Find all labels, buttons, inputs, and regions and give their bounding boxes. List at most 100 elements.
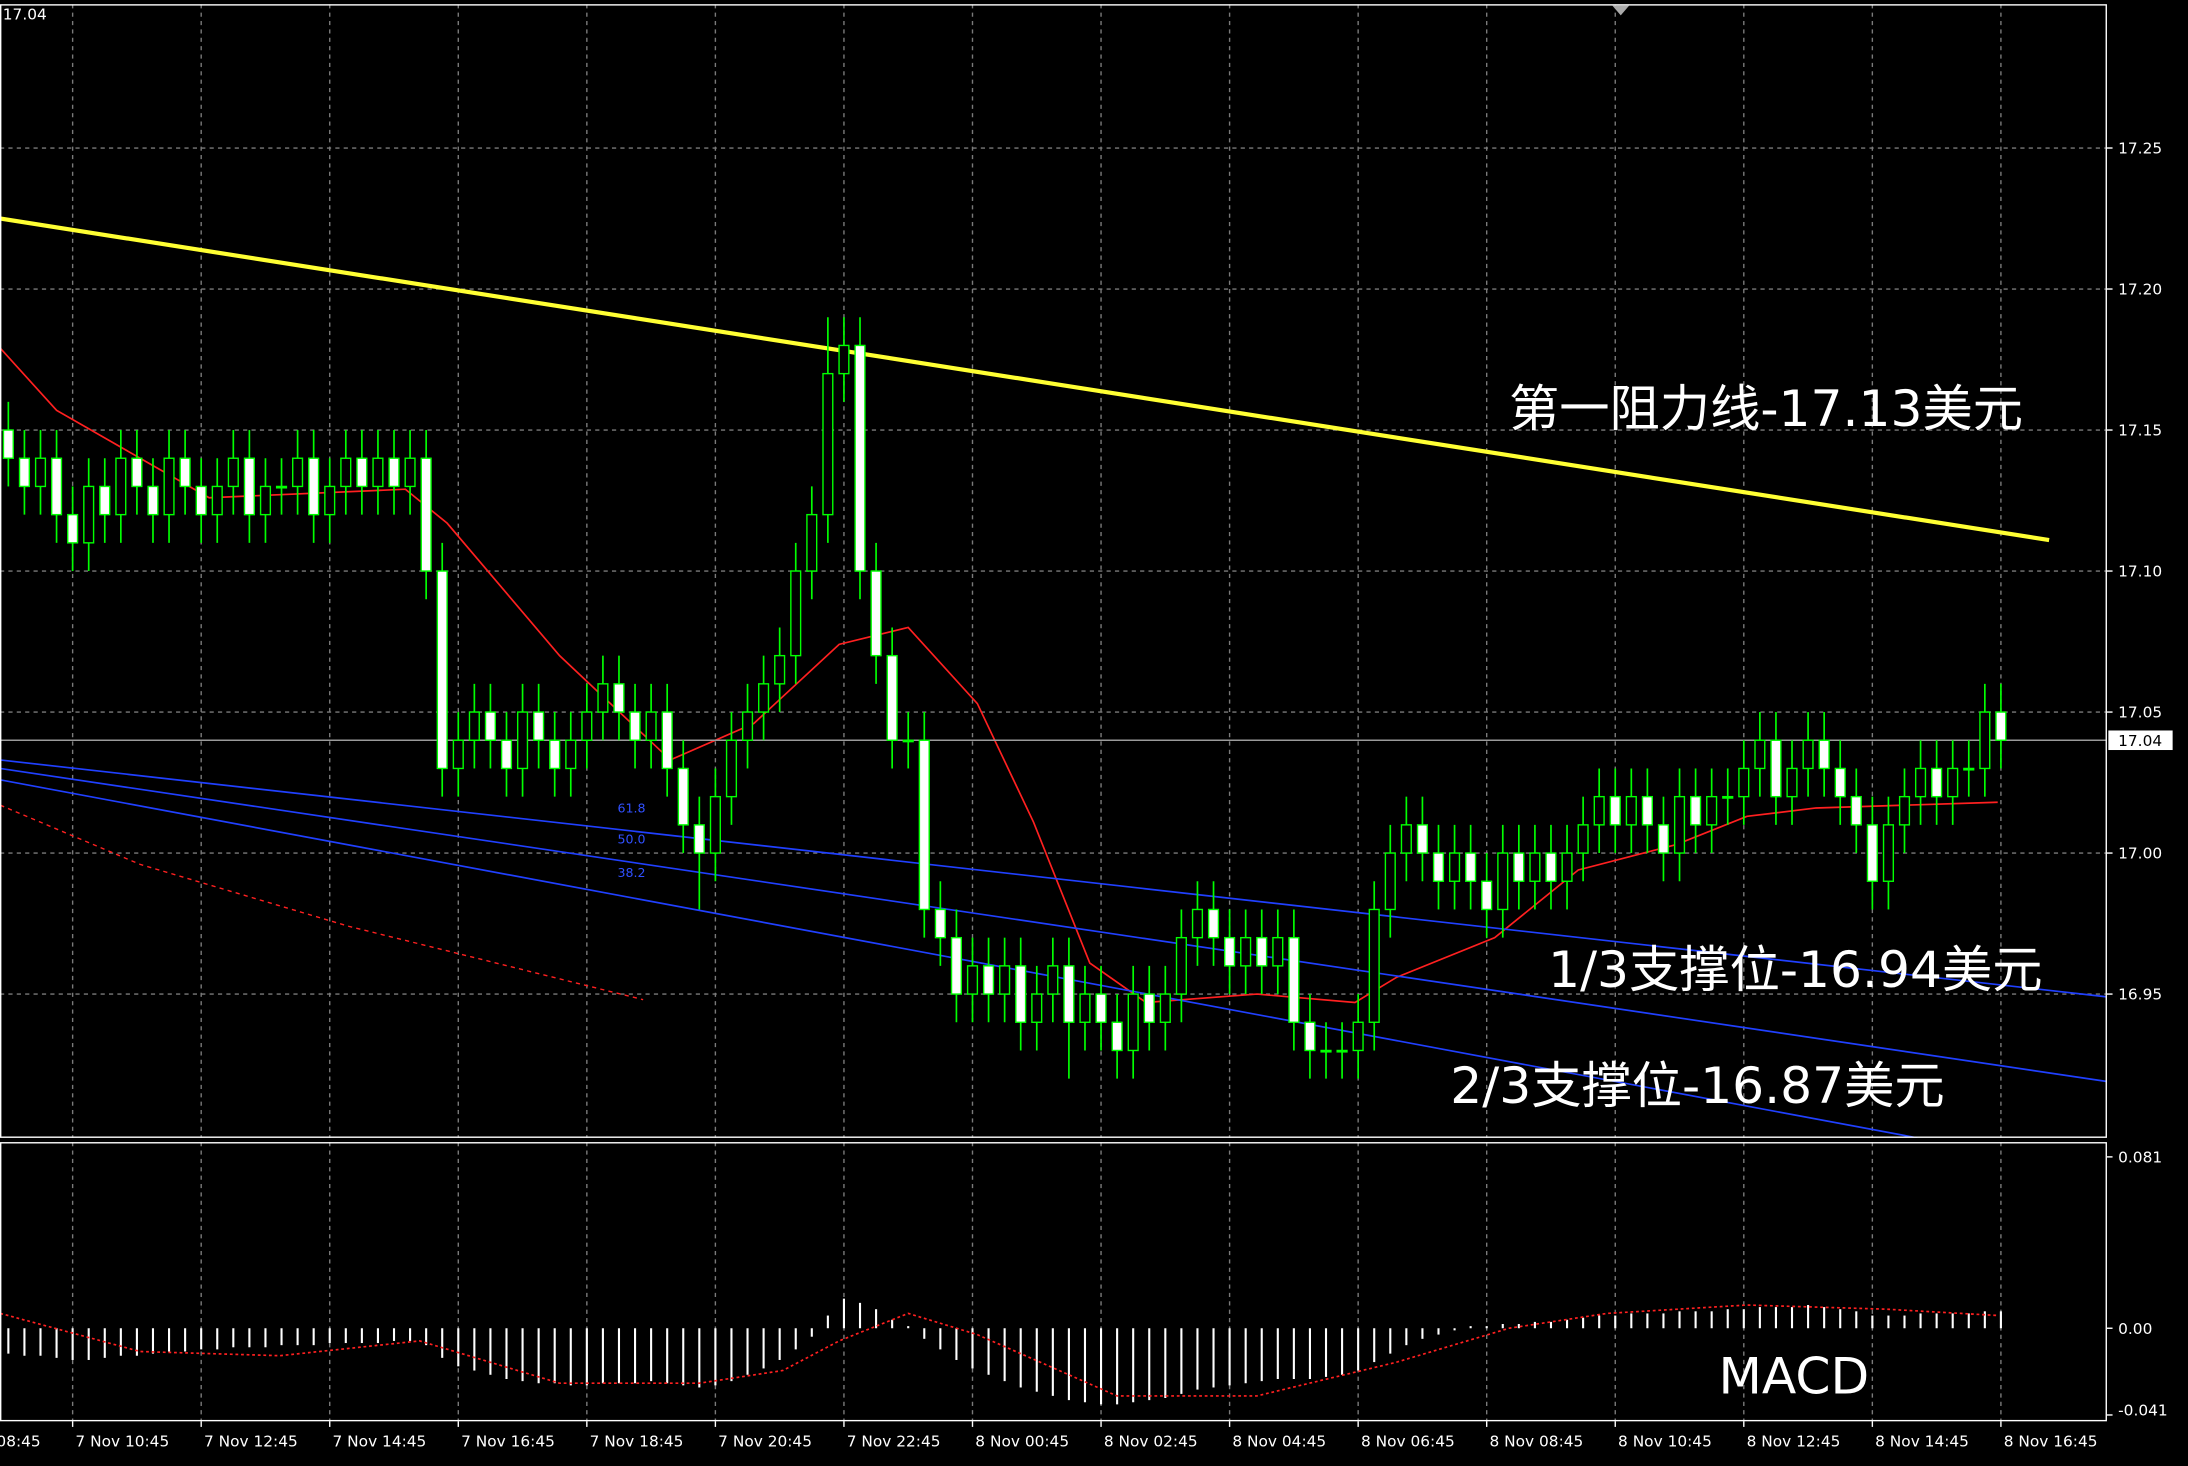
candle-body	[741, 711, 754, 741]
candle-body	[1400, 824, 1412, 854]
x-tick-label: 8 Nov 16:45	[2004, 1432, 2098, 1450]
x-tick-label: 7 Nov 14:45	[333, 1432, 427, 1450]
candle-body	[468, 711, 480, 741]
candle-body	[227, 457, 239, 488]
x-tick-label: 7 Nov 12:45	[204, 1432, 298, 1450]
x-tick-label: 7 Nov 22:45	[847, 1432, 941, 1450]
fib-label: 50.0	[618, 831, 646, 846]
candle-body	[1995, 711, 2007, 741]
candle-body	[83, 485, 95, 544]
candle-body	[629, 711, 641, 741]
axes: 16.95 17.00 17.05 17.10 17.15 17.20 17.25 -0.04…	[0, 140, 2173, 1450]
candle-body	[1175, 936, 1187, 995]
y-tick-label: -0.041	[2118, 1402, 2168, 1420]
macd-panel	[0, 1142, 2002, 1422]
candle-body	[195, 485, 207, 516]
candle-body	[1095, 993, 1107, 1023]
candle-body	[1931, 767, 1943, 798]
candle-body	[1690, 795, 1702, 826]
candle-body	[1609, 795, 1621, 826]
candle-body	[758, 683, 770, 713]
candle-body	[1448, 852, 1461, 882]
candle-body	[34, 457, 47, 488]
candle-body	[99, 485, 111, 516]
candle-body	[1416, 824, 1429, 854]
candle-body	[292, 457, 304, 488]
candle-body	[1641, 795, 1653, 826]
candle-body	[982, 965, 995, 995]
candle-body	[147, 485, 159, 516]
x-tick-label: 7 Nov 08:45	[0, 1432, 41, 1450]
candle-body	[1593, 795, 1605, 826]
candle-body	[1673, 795, 1686, 854]
candle-body	[484, 711, 497, 741]
candle-body	[806, 513, 818, 572]
candle-body	[1384, 852, 1396, 911]
line	[0, 767, 2107, 1083]
candle-body	[372, 457, 384, 488]
line	[0, 804, 644, 1001]
candle-body	[1898, 795, 1911, 826]
x-tick-label: 7 Nov 20:45	[718, 1432, 812, 1450]
candle-body	[1079, 993, 1091, 1023]
x-tick-label: 8 Nov 12:45	[1747, 1432, 1841, 1450]
fib-label: 61.8	[618, 801, 646, 816]
candle-body	[1481, 880, 1493, 911]
candle-body	[243, 457, 255, 516]
x-tick-label: 8 Nov 06:45	[1361, 1432, 1455, 1450]
candle-body	[50, 457, 63, 516]
candle-body	[1529, 852, 1541, 882]
candle-body	[533, 711, 545, 741]
candle-body	[999, 965, 1011, 995]
candle-body	[436, 570, 448, 770]
indicator-title: MACD	[1719, 1346, 1870, 1405]
candle-body	[645, 711, 657, 741]
candle-body	[1625, 795, 1637, 826]
candle-body	[1561, 852, 1573, 882]
candle-body	[388, 457, 400, 488]
candle-body	[1818, 739, 1830, 770]
candle-body	[1240, 936, 1252, 967]
candle-body	[822, 372, 834, 516]
candle-body	[854, 344, 866, 572]
y-tick-label: 17.20	[2118, 281, 2162, 299]
candle-body	[67, 513, 79, 544]
current-price-label: 17.04	[2118, 732, 2162, 750]
line	[0, 347, 1998, 1004]
candle-body	[1224, 936, 1236, 967]
candle-body	[420, 457, 432, 572]
x-tick-label: 8 Nov 04:45	[1232, 1432, 1326, 1450]
candle-body	[1336, 1049, 1348, 1053]
y-tick-label: 17.05	[2118, 704, 2162, 722]
candle-body	[1834, 767, 1846, 798]
line	[0, 216, 2050, 543]
price-readout: 17.04	[3, 6, 47, 24]
x-tick-label: 8 Nov 02:45	[1104, 1432, 1198, 1450]
candle-body	[597, 683, 609, 713]
candle-body	[1272, 936, 1284, 967]
fib-label: 38.2	[618, 865, 646, 880]
line	[0, 1304, 1998, 1397]
candle-body	[581, 711, 593, 741]
candle-body	[1352, 1021, 1364, 1052]
candle-body	[1754, 739, 1766, 770]
candle-body	[1545, 852, 1557, 882]
candle-body	[790, 570, 802, 657]
candle-body	[1143, 993, 1155, 1023]
annotation: 1/3支撑位-16.94美元	[1548, 940, 2042, 999]
candle-body	[565, 739, 577, 770]
line	[0, 759, 2107, 998]
candle-body	[1432, 852, 1445, 882]
candle-body	[1159, 993, 1171, 1023]
candle-body	[1320, 1049, 1332, 1053]
candle-body	[18, 457, 31, 488]
candle-body	[2, 429, 14, 459]
candle-body	[516, 711, 529, 770]
candle-body	[1288, 936, 1300, 1023]
candle-body	[1914, 767, 1927, 798]
candle-body	[950, 936, 963, 995]
price-frame	[0, 4, 2107, 1138]
candle-body	[1015, 965, 1027, 1023]
